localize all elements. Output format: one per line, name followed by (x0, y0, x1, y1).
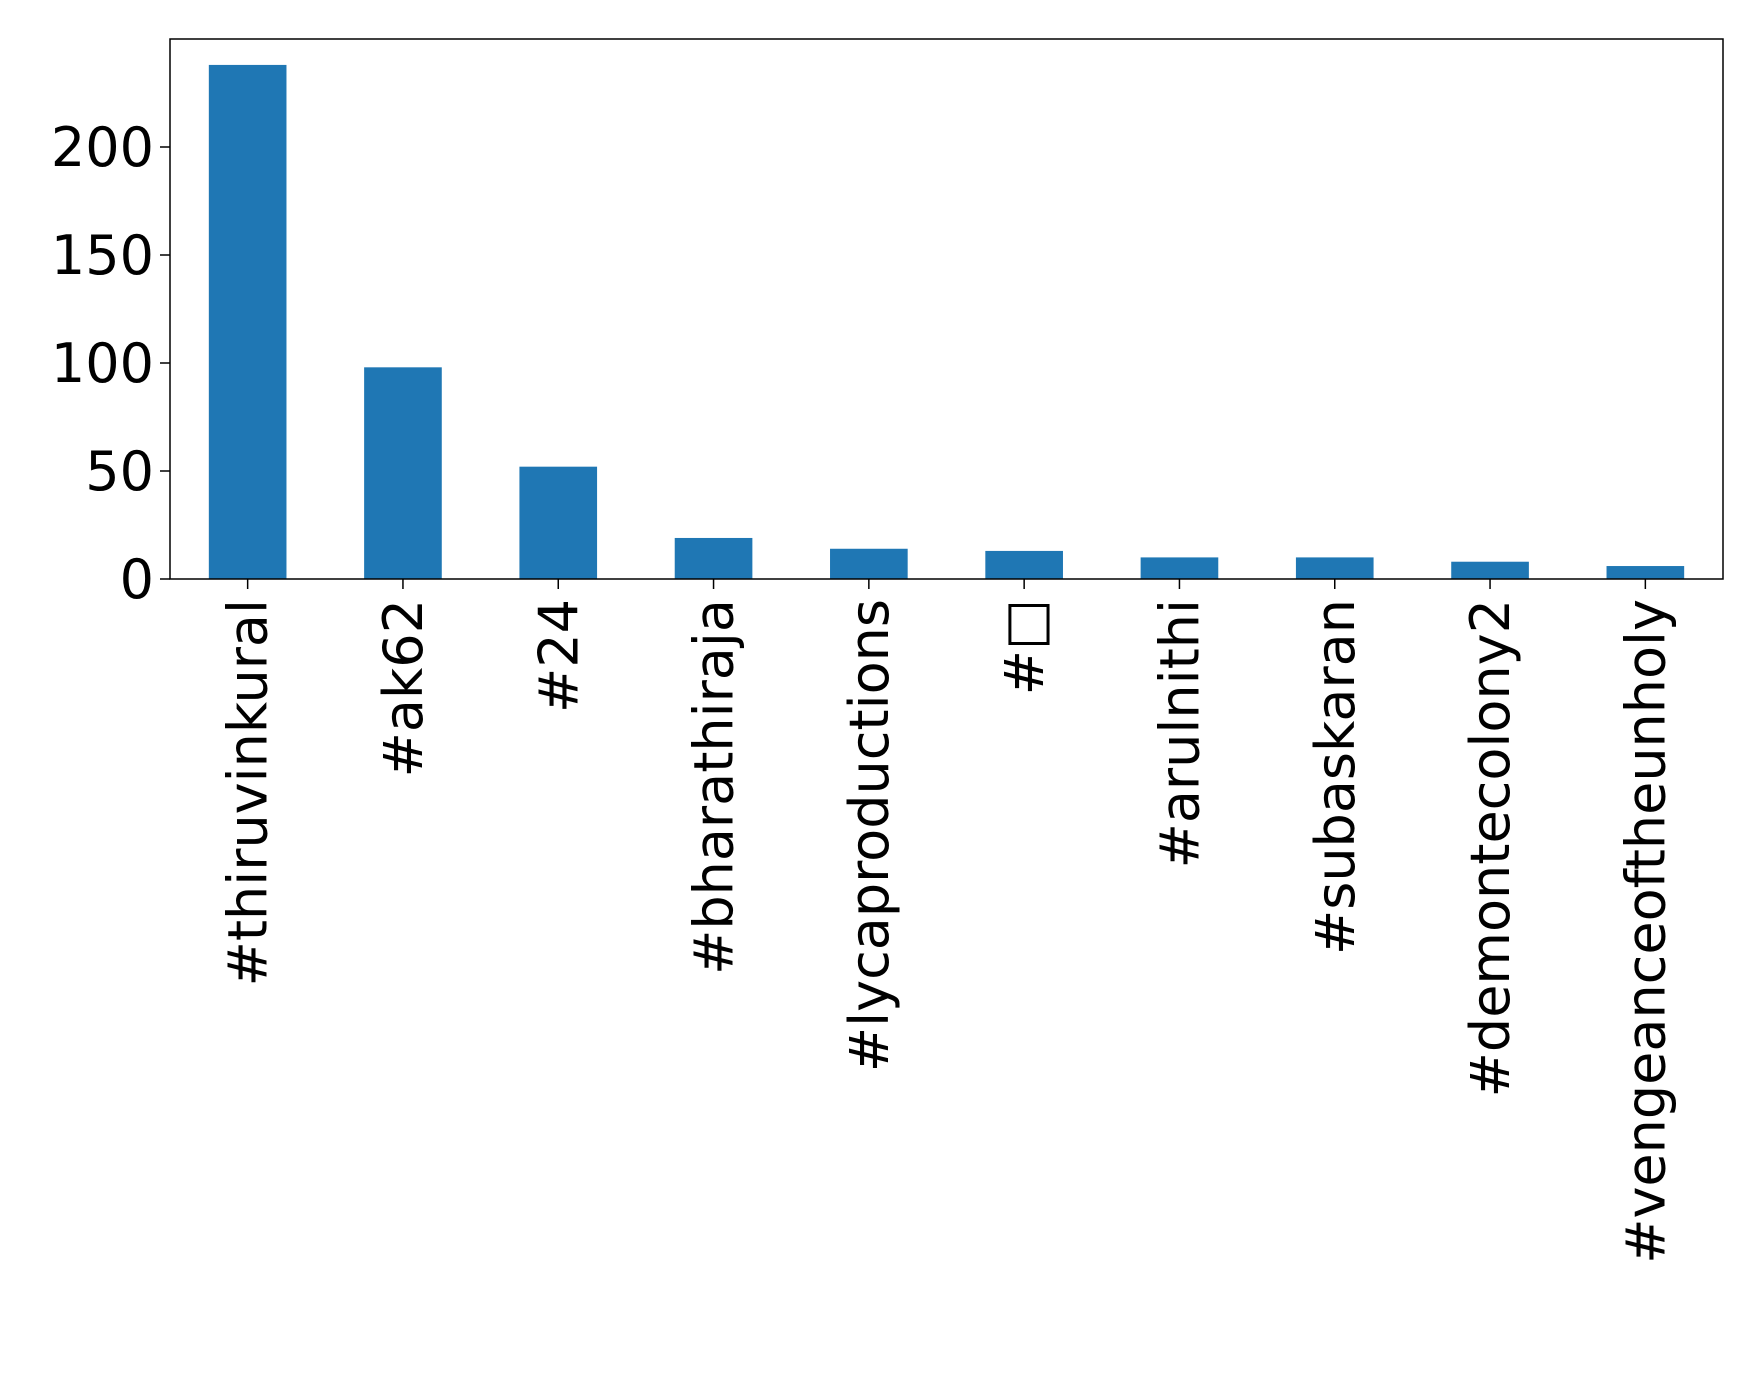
plot-frame (169, 38, 1724, 580)
y-tick-label: 0 (120, 548, 154, 611)
x-tick-label: #bharathiraja (683, 599, 746, 975)
bar (830, 548, 908, 579)
bar (674, 537, 753, 579)
x-tick-label: #24 (527, 599, 590, 713)
x-tick-label: #lycaproductions (838, 599, 901, 1072)
bar (1140, 557, 1219, 579)
bar (1451, 561, 1529, 579)
bar (364, 367, 442, 579)
x-tick-label: #arulnithi (1148, 599, 1211, 868)
x-tick-label: #□ (993, 599, 1056, 695)
y-tick-label: 100 (51, 332, 154, 395)
x-tick-label: #thiruvinkural (217, 599, 280, 986)
y-tick-label: 150 (51, 224, 154, 287)
x-tick-label: #vengeanceoftheunholy (1614, 599, 1677, 1264)
y-tick-label: 200 (51, 116, 154, 179)
y-tick-label: 50 (85, 440, 154, 503)
bar (985, 550, 1063, 579)
x-tick-label: #ak62 (372, 599, 435, 777)
bar (1295, 557, 1374, 579)
bar (208, 64, 287, 580)
x-tick-label: #demontecolony2 (1459, 599, 1522, 1097)
x-tick-label: #subaskaran (1304, 599, 1367, 955)
bar (519, 466, 598, 579)
bar (1606, 566, 1685, 579)
